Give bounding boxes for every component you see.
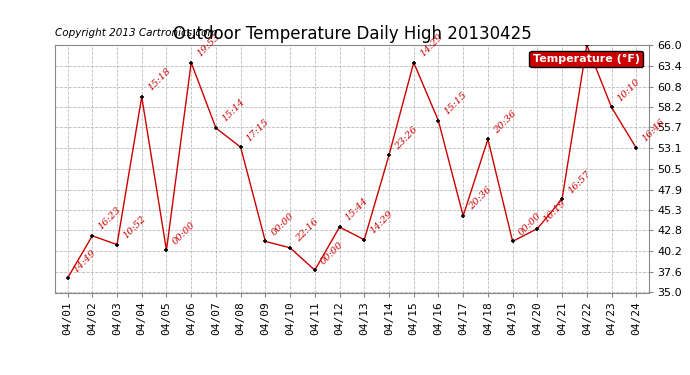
Text: 00:00: 00:00 xyxy=(270,211,296,237)
Text: 16:23: 16:23 xyxy=(97,205,123,232)
Point xyxy=(507,238,518,244)
Text: 00:00: 00:00 xyxy=(170,220,197,246)
Point xyxy=(309,267,320,273)
Point xyxy=(482,136,493,142)
Point xyxy=(62,275,73,281)
Text: 10:10: 10:10 xyxy=(615,77,642,103)
Point xyxy=(433,118,444,124)
Point xyxy=(384,152,395,158)
Text: 14:49: 14:49 xyxy=(72,248,98,274)
Text: 00:00: 00:00 xyxy=(517,211,543,237)
Point xyxy=(235,144,246,150)
Point xyxy=(210,125,221,131)
Point xyxy=(136,94,147,100)
Text: 15:44: 15:44 xyxy=(344,196,370,223)
Point xyxy=(112,242,123,248)
Text: 15:14: 15:14 xyxy=(220,98,246,124)
Point xyxy=(334,224,345,230)
Text: 20:36: 20:36 xyxy=(492,109,518,135)
Text: Copyright 2013 Cartronics.com: Copyright 2013 Cartronics.com xyxy=(55,28,218,38)
Point xyxy=(186,60,197,66)
Point xyxy=(581,42,592,48)
Text: 14:29: 14:29 xyxy=(418,32,444,58)
Point xyxy=(408,60,420,66)
Point xyxy=(631,145,642,151)
Point xyxy=(161,247,172,253)
Point xyxy=(557,196,568,202)
Text: 15:18: 15:18 xyxy=(146,66,172,93)
Legend: Temperature (°F): Temperature (°F) xyxy=(529,51,643,67)
Text: 16:19: 16:19 xyxy=(542,198,568,225)
Text: 20:36: 20:36 xyxy=(467,185,493,212)
Point xyxy=(457,213,469,219)
Text: 16:57: 16:57 xyxy=(566,169,593,195)
Point xyxy=(87,233,98,239)
Text: 14:29: 14:29 xyxy=(368,209,395,236)
Point xyxy=(606,104,617,110)
Text: 19:53: 19:53 xyxy=(195,32,221,58)
Point xyxy=(359,237,370,243)
Text: 16:46: 16:46 xyxy=(640,117,667,144)
Text: 17:15: 17:15 xyxy=(245,117,271,143)
Point xyxy=(260,238,271,244)
Text: 10:52: 10:52 xyxy=(121,214,148,240)
Point xyxy=(284,245,295,251)
Text: 00:00: 00:00 xyxy=(319,240,345,266)
Title: Outdoor Temperature Daily High 20130425: Outdoor Temperature Daily High 20130425 xyxy=(172,26,531,44)
Text: 23:26: 23:26 xyxy=(393,124,420,151)
Text: 15:15: 15:15 xyxy=(442,90,469,117)
Text: 22:16: 22:16 xyxy=(294,217,321,244)
Point xyxy=(532,226,543,232)
